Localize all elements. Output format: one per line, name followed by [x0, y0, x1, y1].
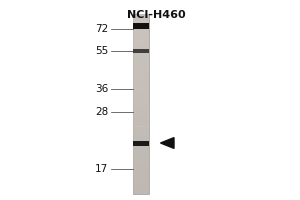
Bar	[133, 140, 149, 142]
Bar	[133, 113, 149, 115]
Bar	[133, 124, 149, 126]
Bar	[133, 192, 149, 194]
Bar	[133, 79, 149, 82]
Bar	[133, 34, 149, 36]
Bar	[133, 57, 149, 59]
Bar	[133, 75, 149, 77]
Bar	[133, 72, 149, 75]
Bar	[133, 154, 149, 156]
Text: 36: 36	[95, 84, 108, 94]
Bar	[133, 52, 149, 54]
Bar	[133, 43, 149, 46]
Bar	[133, 180, 149, 183]
Bar	[133, 45, 149, 48]
Bar	[133, 16, 149, 19]
Bar	[133, 144, 149, 147]
Bar	[133, 27, 149, 30]
Polygon shape	[160, 138, 174, 148]
Bar	[133, 14, 149, 16]
Bar	[133, 66, 149, 68]
Bar	[133, 111, 149, 113]
Text: 28: 28	[95, 107, 108, 117]
Bar	[133, 90, 149, 93]
Bar	[133, 32, 149, 34]
Bar	[133, 115, 149, 117]
Bar	[133, 169, 149, 171]
Bar	[133, 165, 149, 167]
Text: NCI-H460: NCI-H460	[127, 10, 185, 20]
Bar	[133, 183, 149, 185]
Bar	[133, 104, 149, 106]
Bar	[133, 97, 149, 99]
Bar	[133, 185, 149, 187]
Bar	[133, 142, 149, 144]
Text: 55: 55	[95, 46, 108, 56]
Bar	[133, 167, 149, 169]
Text: 72: 72	[95, 24, 108, 34]
Bar	[133, 49, 149, 53]
Bar	[133, 187, 149, 190]
Bar	[133, 131, 149, 133]
Bar	[133, 158, 149, 160]
Bar	[133, 30, 149, 32]
Bar	[133, 54, 149, 57]
Bar	[133, 178, 149, 180]
Bar	[133, 64, 149, 66]
Bar	[133, 106, 149, 108]
Bar	[133, 117, 149, 120]
Bar	[133, 84, 149, 86]
Bar	[133, 99, 149, 102]
Bar	[133, 149, 149, 151]
Bar	[133, 136, 149, 138]
Bar	[133, 147, 149, 149]
Bar	[133, 61, 149, 64]
Bar	[133, 138, 149, 140]
Bar	[133, 140, 149, 146]
Bar	[133, 160, 149, 162]
Bar	[133, 95, 149, 97]
Bar	[133, 86, 149, 88]
Bar	[133, 102, 149, 104]
Bar	[133, 151, 149, 154]
Bar	[133, 41, 149, 43]
Bar	[133, 129, 149, 131]
Bar	[133, 108, 149, 111]
Bar	[133, 176, 149, 178]
Bar	[133, 156, 149, 158]
Text: 17: 17	[95, 164, 108, 174]
Bar	[133, 68, 149, 70]
Bar	[133, 23, 149, 25]
Bar	[133, 18, 149, 21]
Bar	[133, 122, 149, 124]
Bar	[133, 171, 149, 174]
Bar	[133, 48, 149, 50]
Bar	[133, 77, 149, 79]
Bar	[133, 36, 149, 39]
Bar	[133, 59, 149, 61]
Bar	[133, 23, 149, 29]
Bar	[133, 93, 149, 95]
Bar	[133, 21, 149, 23]
Bar	[133, 133, 149, 136]
Bar	[133, 88, 149, 90]
Bar	[133, 14, 149, 194]
Bar	[133, 174, 149, 176]
Bar	[133, 39, 149, 41]
Bar	[133, 162, 149, 165]
Bar	[133, 127, 149, 129]
Bar	[133, 81, 149, 84]
Bar	[133, 25, 149, 27]
Bar	[133, 70, 149, 72]
Bar	[133, 50, 149, 52]
Bar	[133, 120, 149, 122]
Bar	[133, 190, 149, 192]
